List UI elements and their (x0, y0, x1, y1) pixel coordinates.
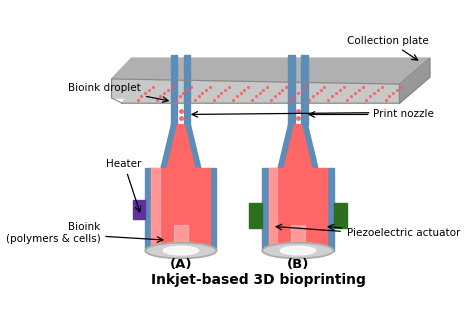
Polygon shape (284, 125, 312, 168)
Polygon shape (174, 224, 188, 251)
Ellipse shape (263, 243, 334, 259)
Ellipse shape (146, 243, 217, 259)
Ellipse shape (163, 246, 199, 255)
Polygon shape (146, 168, 152, 251)
Polygon shape (152, 168, 160, 251)
Polygon shape (172, 55, 177, 125)
Polygon shape (328, 168, 334, 251)
Polygon shape (301, 55, 308, 125)
Polygon shape (122, 77, 430, 103)
Polygon shape (263, 168, 268, 251)
Polygon shape (167, 125, 195, 168)
Polygon shape (291, 224, 305, 251)
Polygon shape (278, 125, 318, 168)
Bar (249, 203, 262, 228)
Text: (B): (B) (287, 258, 309, 271)
Text: Bioink droplet: Bioink droplet (68, 84, 168, 102)
Ellipse shape (280, 246, 316, 255)
Polygon shape (152, 168, 210, 251)
Polygon shape (268, 168, 277, 251)
Text: Collection plate: Collection plate (347, 36, 429, 60)
Polygon shape (184, 55, 191, 125)
Polygon shape (210, 168, 217, 251)
Text: Bioink
(polymers & cells): Bioink (polymers & cells) (6, 223, 163, 244)
Text: Piezoelectric actuator: Piezoelectric actuator (328, 224, 461, 238)
Text: Heater: Heater (106, 159, 142, 212)
Text: (A): (A) (170, 258, 192, 271)
Polygon shape (289, 55, 294, 125)
Bar (334, 203, 346, 228)
Bar (133, 200, 145, 219)
Polygon shape (111, 79, 400, 103)
Polygon shape (161, 125, 201, 168)
Text: Inkjet-based 3D bioprinting: Inkjet-based 3D bioprinting (151, 273, 365, 287)
Polygon shape (111, 58, 430, 84)
Polygon shape (268, 168, 328, 251)
Text: Print nozzle: Print nozzle (309, 110, 434, 120)
Polygon shape (400, 58, 430, 103)
